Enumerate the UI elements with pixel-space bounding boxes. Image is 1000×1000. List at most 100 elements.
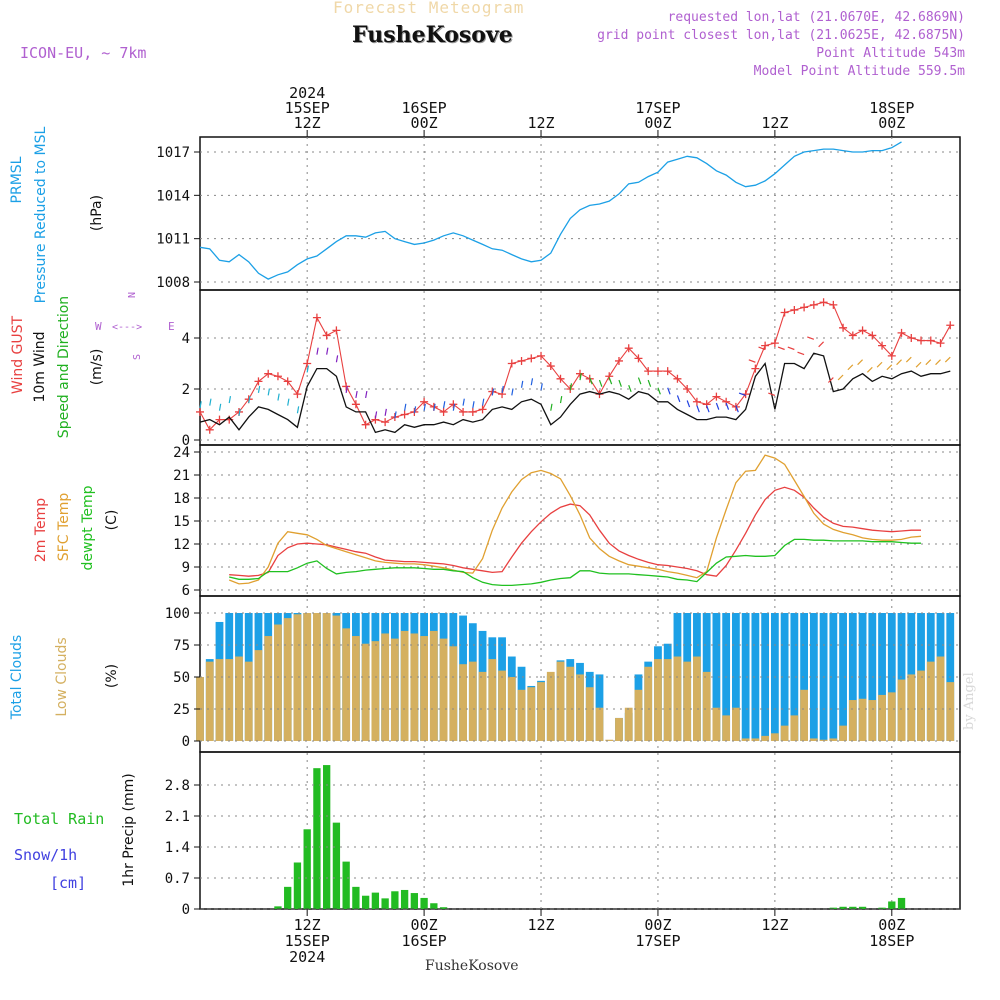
header: Forecast Meteogram FusheKosove ICON-EU, …	[0, 0, 1000, 90]
top-time-label: 12Z	[294, 114, 321, 132]
label-low-clouds: Low Clouds	[54, 637, 70, 716]
low-cloud-bar	[936, 656, 945, 741]
low-cloud-bar	[634, 689, 643, 741]
rain-bar	[410, 893, 419, 909]
wind-direction-arrow	[925, 359, 932, 366]
wind-direction-arrow	[637, 377, 642, 385]
rain-bar	[352, 886, 360, 909]
gust-marker	[663, 367, 672, 376]
wind-direction-arrow	[433, 403, 436, 411]
label-ms: (m/s)	[89, 349, 105, 386]
low-cloud-bar	[371, 641, 380, 741]
wind-direction-arrow	[462, 398, 465, 406]
low-cloud-bar	[654, 659, 662, 741]
wind-direction-arrow	[501, 385, 504, 393]
low-cloud-bar	[615, 717, 623, 741]
top-time-label: 16SEP	[402, 99, 447, 117]
low-cloud-bar	[468, 661, 477, 741]
low-cloud-bar	[800, 689, 808, 741]
gust-marker	[829, 300, 838, 309]
wind-direction-arrow	[296, 406, 300, 414]
low-cloud-bar	[673, 656, 682, 741]
low-cloud-bar	[274, 624, 282, 741]
low-cloud-bar	[917, 670, 925, 741]
y-tick-label: 75	[173, 638, 190, 654]
total-cloud-bar	[887, 613, 896, 741]
gust-marker	[293, 390, 302, 399]
wind-direction-arrow	[807, 336, 815, 340]
wind-direction-arrow	[706, 405, 710, 413]
y-tick-label: 15	[173, 514, 190, 530]
gust-marker	[809, 300, 818, 309]
gust-marker	[878, 341, 887, 350]
bottom-time-label: 15SEP	[285, 932, 330, 950]
wind-direction-arrow	[657, 387, 661, 395]
rain-bar	[849, 906, 857, 909]
rain-bar	[420, 897, 428, 909]
low-cloud-bar	[829, 738, 838, 741]
chart-title: Forecast Meteogram	[333, 0, 525, 17]
y-tick-label: 1008	[156, 275, 190, 291]
gust-marker	[459, 407, 468, 416]
compass-s: S	[132, 354, 143, 360]
bottom-time-label: 17SEP	[635, 932, 680, 950]
low-cloud-bar	[488, 659, 497, 741]
gust-marker	[800, 303, 809, 312]
wind-direction-arrow	[511, 388, 514, 396]
wind-direction-arrow	[787, 346, 795, 351]
wind-direction-arrow	[896, 359, 902, 366]
wind-direction-arrow	[866, 366, 873, 373]
gust-marker	[907, 334, 916, 342]
total-cloud-bar	[751, 613, 760, 741]
top-time-label: 12Z	[761, 114, 788, 132]
wind-direction-arrow	[257, 385, 261, 393]
low-cloud-bar	[585, 687, 594, 741]
y-tick-label: 12	[173, 537, 190, 553]
low-cloud-bar	[420, 636, 428, 741]
y-tick-label: 4	[182, 331, 190, 347]
gust-marker	[936, 339, 945, 348]
low-cloud-bar	[205, 661, 214, 741]
low-cloud-bar	[566, 666, 575, 741]
wind-direction-arrow	[530, 378, 534, 386]
wind-direction-arrow	[365, 390, 368, 399]
gust-marker	[858, 326, 867, 335]
top-time-label: 18SEP	[869, 99, 914, 117]
bottom-time-label: 12Z	[761, 916, 788, 934]
y-tick-label: 25	[173, 702, 190, 718]
low-cloud-bar	[410, 633, 419, 741]
low-cloud-bar	[244, 661, 253, 741]
label-1hr-precip: 1hr Precip (mm)	[121, 773, 137, 886]
wind-direction-arrow	[540, 383, 543, 391]
bottom-time-label: 00Z	[411, 916, 438, 934]
wind-direction-arrow	[326, 347, 329, 355]
gust-marker	[400, 410, 409, 419]
low-cloud-bar	[332, 615, 341, 741]
gust-marker	[848, 331, 857, 340]
total-cloud-bar	[800, 613, 808, 741]
gust-marker	[215, 415, 224, 424]
low-cloud-bar	[254, 650, 263, 741]
low-cloud-bar	[907, 674, 916, 741]
label-pressure-reduced: Pressure Reduced to MSL	[33, 126, 49, 303]
low-cloud-bar	[702, 671, 711, 741]
model-name: ICON-EU, ~ 7km	[20, 44, 147, 62]
gust-marker	[644, 367, 653, 376]
gust-line	[199, 301, 951, 431]
y-tick-label: 0	[182, 433, 190, 449]
wind-direction-arrow	[735, 405, 739, 413]
low-cloud-bar	[644, 666, 653, 741]
wind-direction-arrow	[345, 385, 348, 393]
gust-marker	[361, 420, 370, 429]
y-tick-label: 1017	[156, 145, 190, 161]
y-tick-label: 6	[182, 583, 190, 599]
y-tick-label: 0	[182, 902, 190, 918]
wind-direction-arrow	[238, 408, 241, 416]
wind-direction-arrow	[768, 392, 776, 396]
low-cloud-bar	[400, 630, 409, 741]
bottom-time-label: 12Z	[294, 916, 321, 934]
wind-direction-arrow	[559, 396, 563, 404]
wind-direction-arrow	[520, 380, 524, 388]
wind-direction-arrow	[618, 379, 622, 387]
gust-marker	[537, 351, 546, 360]
